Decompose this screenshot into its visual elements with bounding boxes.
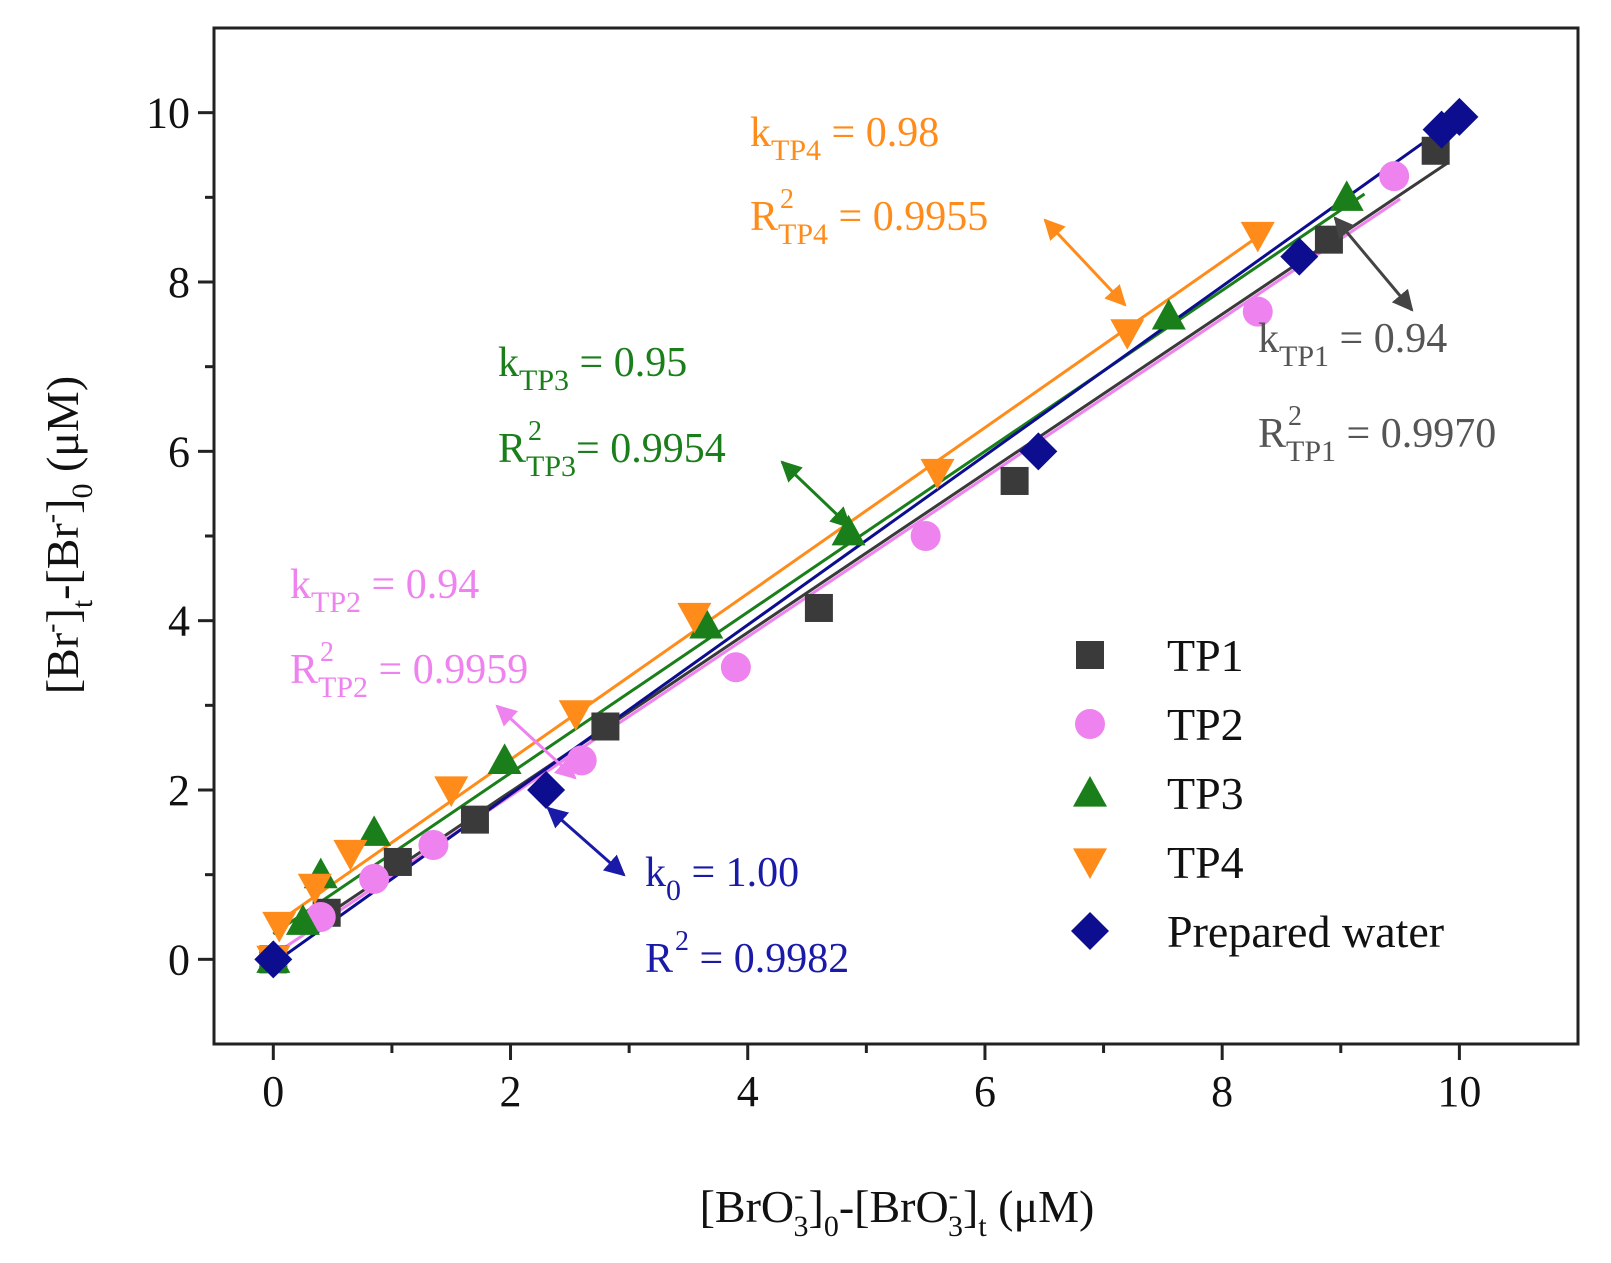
data-point-tp4 [558, 700, 593, 731]
y-tick-label: 8 [168, 258, 190, 307]
data-point-tp4 [434, 776, 469, 807]
x-axis-title: [BrO-3]0-[BrO-3]t (μM) [700, 1180, 1095, 1243]
data-point-tp4 [297, 873, 332, 905]
y-tick-label: 2 [168, 766, 190, 815]
legend-marker-tp3 [1073, 776, 1107, 807]
legend-marker-tp1 [1076, 641, 1104, 669]
arrow-tp4 [1043, 218, 1127, 307]
legend-label-tp2: TP2 [1167, 699, 1244, 750]
data-point-tp2 [1242, 296, 1273, 327]
annotation-arrows [495, 216, 1414, 877]
annot-tp3-r: R2 TP3= 0.9954 [498, 416, 726, 483]
data-point-tp4 [262, 911, 297, 943]
data-point-prepared-water [527, 771, 566, 809]
data-point-tp4 [677, 602, 712, 634]
data-point-tp2 [910, 521, 941, 551]
x-tick-label: 0 [262, 1067, 284, 1116]
data-point-tp3 [487, 743, 522, 774]
fit-line-tp4 [272, 235, 1259, 927]
x-tick-label: 6 [974, 1067, 996, 1116]
axis-ticks: 0 2 4 6 8 10 0 2 4 6 8 10 [146, 89, 1481, 1116]
data-point-tp4 [333, 839, 368, 871]
data-point-tp3 [831, 514, 866, 546]
legend-label-tp1: TP1 [1167, 630, 1244, 681]
data-point-tp2 [720, 652, 751, 683]
data-point-tp3 [1151, 298, 1186, 330]
data-point-prepared-water [1280, 237, 1319, 276]
x-tick-label: 10 [1437, 1067, 1481, 1116]
data-point-tp2 [418, 830, 449, 861]
data-point-tp4 [920, 458, 955, 490]
data-point-tp1 [1000, 466, 1029, 495]
data-point-tp2 [1379, 161, 1410, 192]
data-point-tp1 [1314, 225, 1343, 254]
annot-k0-k: k0 = 1.00 [645, 850, 799, 907]
arrow-tp3 [780, 460, 852, 529]
annot-tp3-k: kTP3 = 0.95 [498, 340, 687, 397]
data-point-tp4 [1240, 221, 1275, 253]
arrow-tp2 [495, 704, 577, 780]
data-point-tp4 [1110, 319, 1145, 350]
data-point-prepared-water [1440, 97, 1479, 136]
data-point-tp1 [804, 593, 833, 622]
data-point-tp1 [591, 712, 620, 741]
data-point-prepared-water [254, 940, 293, 979]
data-point-tp3 [1329, 180, 1364, 211]
arrow-tp1 [1333, 216, 1414, 312]
x-tick-label: 8 [1211, 1067, 1233, 1116]
data-point-tp3 [357, 815, 392, 846]
legend-marker-tp4 [1073, 848, 1107, 879]
data-point-tp3 [689, 607, 724, 639]
annot-tp1-k: kTP1 = 0.94 [1258, 316, 1447, 373]
y-tick-label: 4 [168, 597, 190, 646]
data-point-tp2 [359, 863, 390, 894]
y-tick-label: 0 [168, 935, 190, 984]
data-point-tp1 [383, 847, 412, 876]
legend-label-tp3: TP3 [1167, 768, 1244, 819]
data-point-prepared-water [1019, 432, 1058, 471]
arrow-k0 [546, 806, 626, 877]
y-tick-label: 6 [168, 427, 190, 476]
data-point-tp1 [460, 805, 489, 834]
x-tick-label: 2 [500, 1067, 522, 1116]
y-tick-label: 10 [146, 89, 190, 138]
legend-label-tp4: TP4 [1167, 837, 1244, 888]
y-axis-title: [Br-]t-[Br-]0 (μM) [36, 376, 99, 694]
x-tick-label: 4 [737, 1067, 759, 1116]
fit-line-tp3 [272, 192, 1366, 936]
legend-marker-tp2 [1075, 709, 1105, 739]
data-point-tp3 [285, 904, 320, 935]
legend: TP1 TP2 TP3 TP4 Prepared water [1071, 630, 1444, 957]
legend-marker-prepared-water [1071, 912, 1109, 950]
annot-tp2-r: R2 TP2 = 0.9959 [290, 637, 528, 704]
data-point-tp2 [566, 745, 597, 776]
annot-tp2-k: kTP2 = 0.94 [290, 562, 479, 619]
annot-tp4-k: kTP4 = 0.98 [750, 110, 939, 167]
annot-k0-r: R2 = 0.9982 [645, 926, 849, 982]
legend-label-prepared-water: Prepared water [1167, 906, 1444, 957]
data-point-prepared-water [1422, 110, 1461, 149]
fit-line-tp1 [308, 161, 1449, 929]
annot-tp4-r: R2 TP4 = 0.9955 [750, 184, 988, 251]
annot-tp1-r: R2 TP1 = 0.9970 [1258, 401, 1496, 468]
